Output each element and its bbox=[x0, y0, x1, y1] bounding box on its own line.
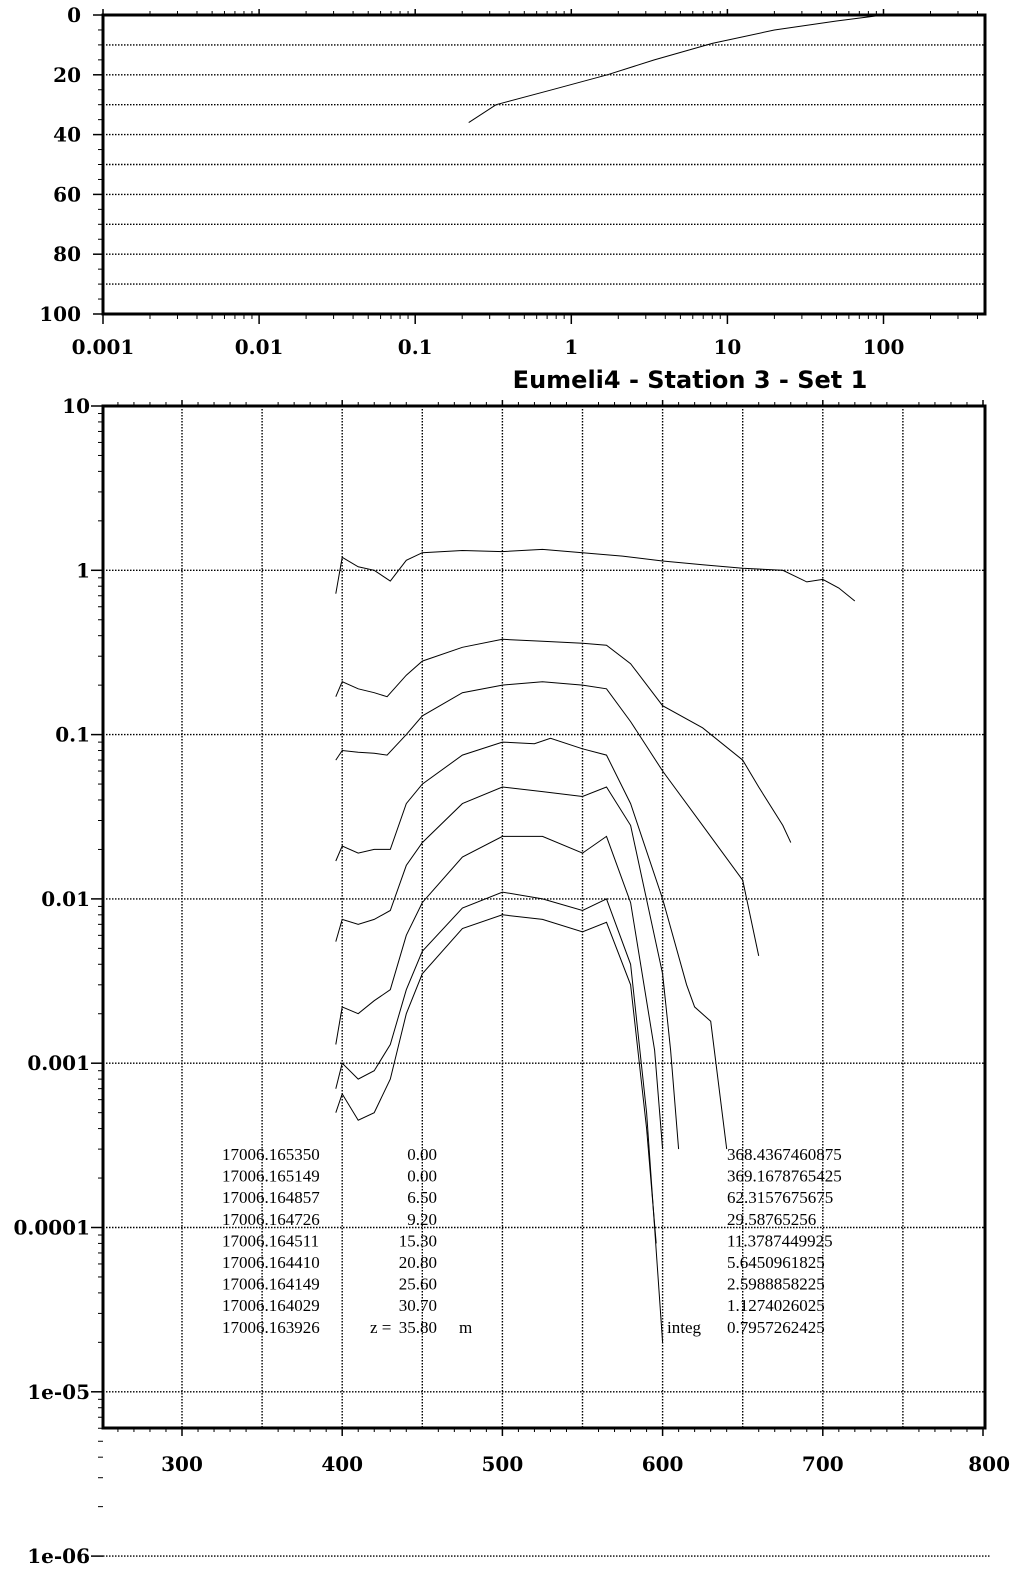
x-tick-label: 600 bbox=[642, 1452, 684, 1476]
table-depth-value: 9.20 bbox=[407, 1210, 437, 1229]
x-tick-label: 500 bbox=[482, 1452, 524, 1476]
unit-label: m bbox=[459, 1318, 472, 1337]
spectrum-line bbox=[335, 681, 760, 957]
plot-frame bbox=[101, 404, 987, 1430]
y-tick-label: 20 bbox=[53, 63, 81, 87]
table-integral-value: 2.5988858225 bbox=[727, 1275, 825, 1294]
x-tick-label: 100 bbox=[863, 335, 905, 359]
table-integral-value: 62.3157675675 bbox=[727, 1188, 833, 1207]
spectrum-line bbox=[335, 835, 664, 1150]
y-tick-label: 1e-05 bbox=[27, 1380, 90, 1404]
depth-profile-line bbox=[468, 14, 884, 124]
table-integral-value: 5.6450961825 bbox=[727, 1253, 825, 1272]
table-time-value: 17006.165350 bbox=[222, 1145, 320, 1164]
y-tick-label: 0 bbox=[67, 3, 81, 27]
table-depth-value: 0.00 bbox=[407, 1145, 437, 1164]
x-tick-label: 0.001 bbox=[72, 335, 135, 359]
y-tick-label: 60 bbox=[53, 182, 81, 206]
table-integral-value: 368.4367460875 bbox=[727, 1145, 842, 1164]
spectrum-line bbox=[335, 638, 792, 843]
table-integral-value: 369.1678765425 bbox=[727, 1167, 842, 1186]
table-time-value: 17006.164726 bbox=[222, 1210, 320, 1229]
spectrum-line bbox=[335, 786, 680, 1150]
spectra-chart: Eumeli4 - Station 3 - Set 1 10 1 0.1 0.01 0.0… bbox=[13, 366, 1010, 1568]
table-depth-value: 6.50 bbox=[407, 1188, 437, 1207]
table-integral-value: 29.58765256 bbox=[727, 1210, 816, 1229]
y-tick-label: 0.001 bbox=[27, 1051, 90, 1075]
z-label: z = bbox=[370, 1318, 391, 1337]
table-integral-value: 0.7957262425 bbox=[727, 1318, 825, 1337]
table-depth-value: 15.30 bbox=[399, 1231, 437, 1250]
y-tick-label: 1 bbox=[76, 558, 90, 582]
x-tick-label: 0.01 bbox=[235, 335, 284, 359]
y-tick-label: 10 bbox=[62, 394, 90, 418]
table-time-value: 17006.164511 bbox=[222, 1231, 319, 1250]
spectrum-line bbox=[335, 891, 664, 1343]
y-tick-label: 0.0001 bbox=[13, 1216, 90, 1240]
table-time-value: 17006.165149 bbox=[222, 1167, 320, 1186]
table-time-value: 17006.164029 bbox=[222, 1296, 320, 1315]
chart-title: Eumeli4 - Station 3 - Set 1 bbox=[513, 366, 868, 394]
spectrum-line bbox=[335, 548, 856, 602]
table-time-value: 17006.163926 bbox=[222, 1318, 320, 1337]
table-depth-value: 35.80 bbox=[399, 1318, 437, 1337]
x-tick-label: 300 bbox=[161, 1452, 203, 1476]
y-tick-label: 100 bbox=[39, 302, 81, 326]
table-time-value: 17006.164410 bbox=[222, 1253, 320, 1272]
spectrum-line bbox=[335, 914, 657, 1244]
y-tick-label: 0.01 bbox=[41, 887, 90, 911]
table-depth-value: 20.80 bbox=[399, 1253, 437, 1272]
x-tick-label: 0.1 bbox=[398, 335, 433, 359]
y-tick-label: 1e-06 bbox=[27, 1544, 90, 1568]
table-integral-value: 11.3787449925 bbox=[727, 1231, 833, 1250]
x-tick-label: 10 bbox=[713, 335, 741, 359]
x-tick-label: 700 bbox=[802, 1452, 844, 1476]
x-tick-label: 800 bbox=[968, 1452, 1010, 1476]
y-tick-label: 40 bbox=[53, 123, 81, 147]
integ-label: integ bbox=[667, 1318, 701, 1337]
y-tick-label: 0.1 bbox=[55, 723, 90, 747]
table-depth-value: 25.60 bbox=[399, 1275, 437, 1294]
x-tick-label: 1 bbox=[564, 335, 578, 359]
table-time-value: 17006.164149 bbox=[222, 1275, 320, 1294]
table-integral-value: 1.1274026025 bbox=[727, 1296, 825, 1315]
spectrum-line bbox=[335, 737, 728, 1150]
depth-profile-chart: 0 20 40 60 80 100 0.001 0.01 0.1 1 10 100 bbox=[39, 3, 987, 359]
table-time-value: 17006.164857 bbox=[222, 1188, 320, 1207]
x-tick-label: 400 bbox=[321, 1452, 363, 1476]
table-depth-value: 30.70 bbox=[399, 1296, 437, 1315]
y-tick-label: 80 bbox=[53, 242, 81, 266]
table-depth-value: 0.00 bbox=[407, 1167, 437, 1186]
